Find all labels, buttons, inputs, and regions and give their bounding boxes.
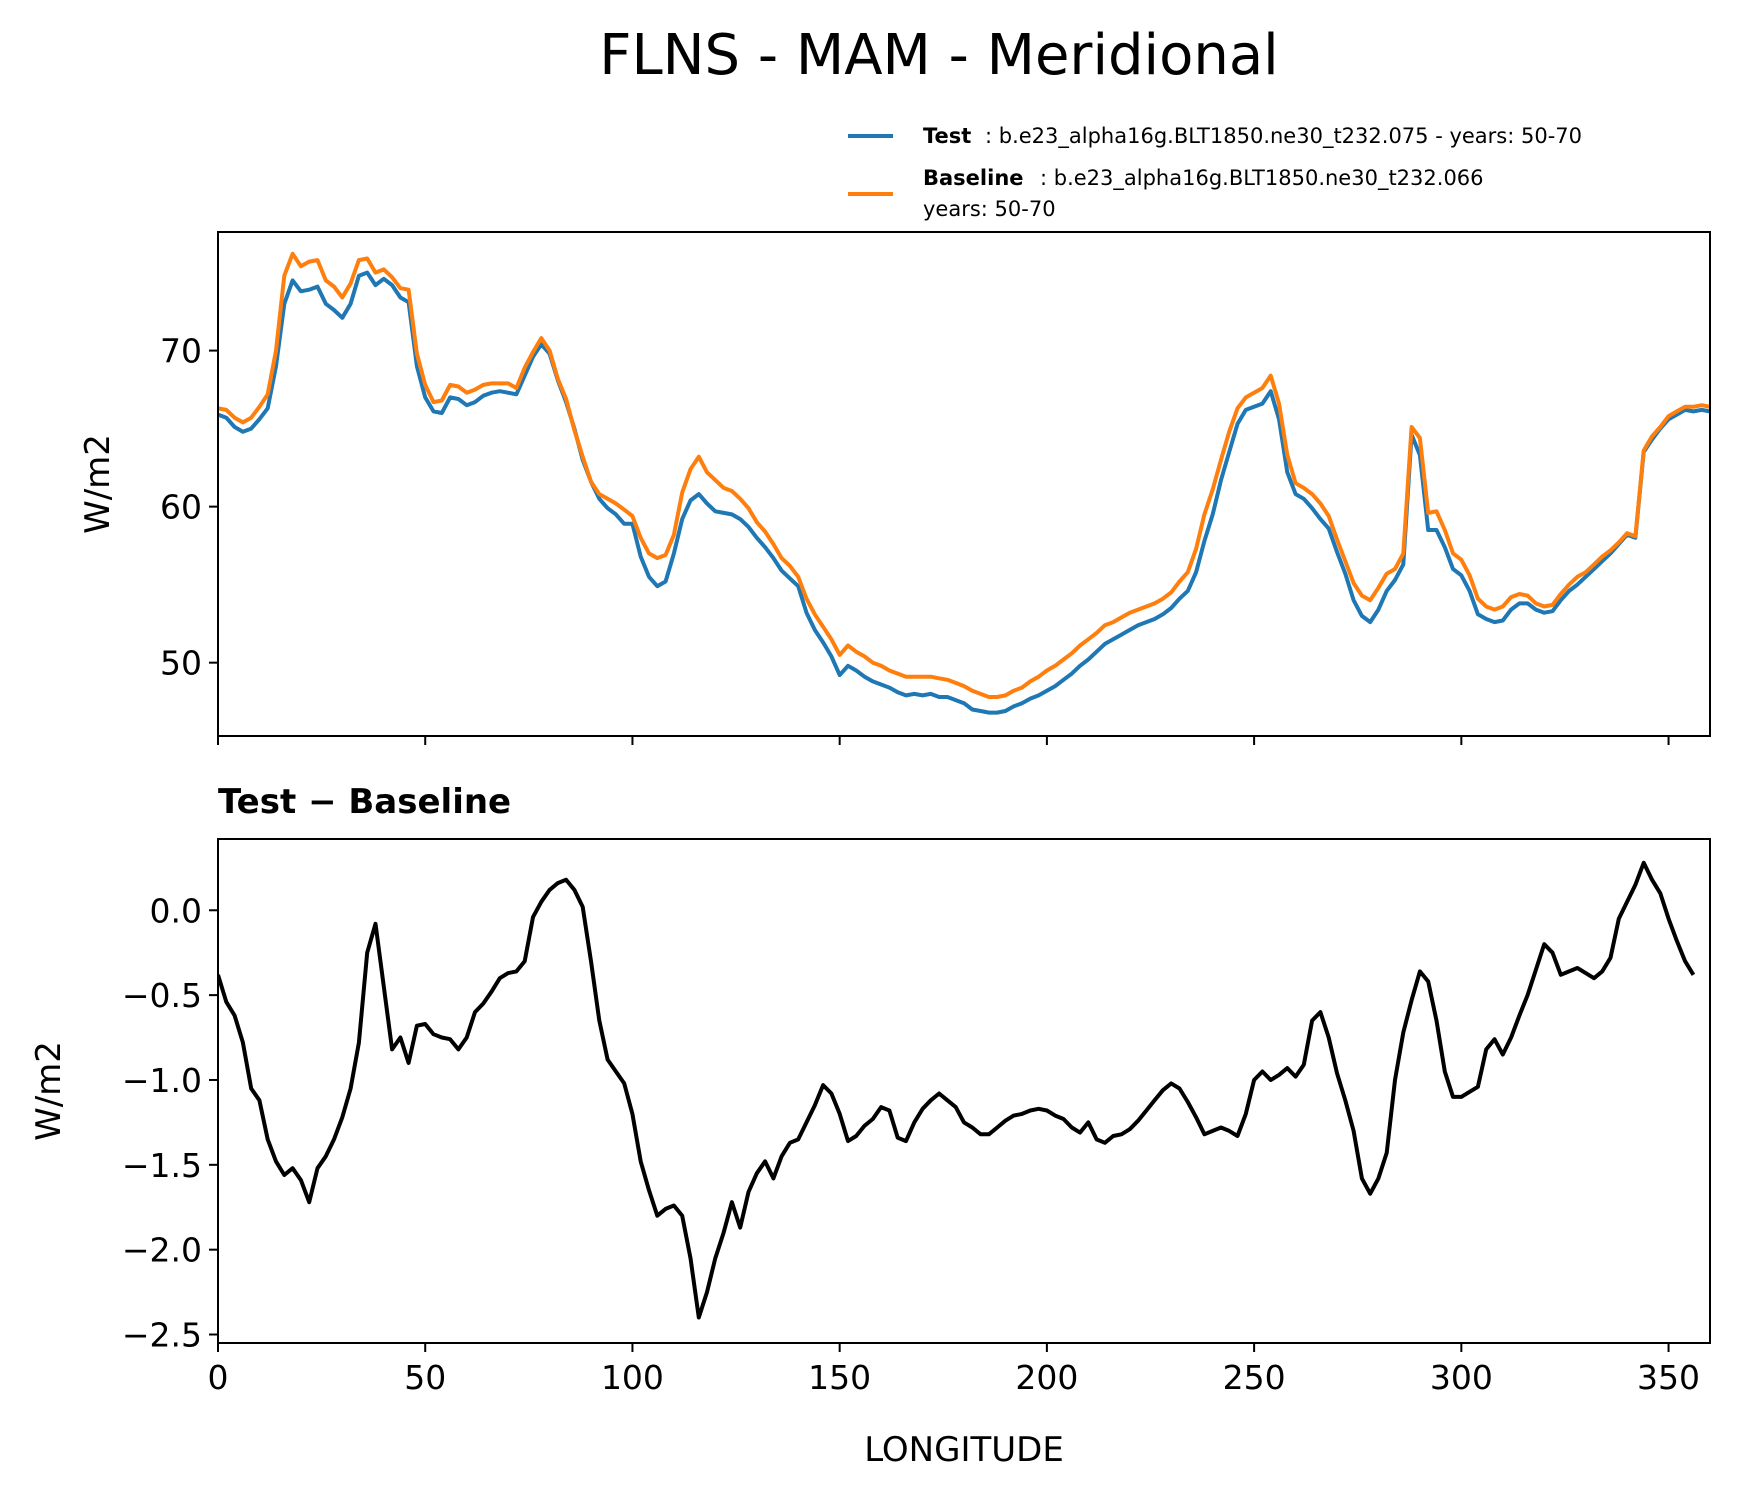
ytick-label: −1.0 bbox=[122, 1061, 202, 1100]
xtick-label: 300 bbox=[1430, 1358, 1493, 1397]
top-panel-frame bbox=[217, 231, 1711, 737]
diff-title: Test − Baseline bbox=[218, 782, 511, 822]
bottom-panel-frame bbox=[217, 838, 1711, 1344]
ytick-label: −2.5 bbox=[122, 1316, 202, 1355]
bottom-plot-lines bbox=[218, 860, 1696, 1320]
legend-test-text: : b.e23_alpha16g.BLT1850.ne30_t232.075 -… bbox=[985, 124, 1582, 149]
xtick-label: 200 bbox=[1015, 1358, 1078, 1397]
legend-baseline-key: Baseline bbox=[923, 166, 1024, 190]
ytick-label: −2.0 bbox=[122, 1231, 202, 1270]
xtick-label: 150 bbox=[808, 1358, 871, 1397]
legend-test-key: Test bbox=[923, 124, 971, 148]
bottom-panel: Test − Baseline 0.0 −0.5 −1.0 −1.5 −2.0 −2.50… bbox=[29, 782, 1711, 1470]
legend: Test : b.e23_alpha16g.BLT1850.ne30_t232.… bbox=[848, 124, 1582, 221]
xtick-label: 50 bbox=[404, 1358, 446, 1397]
ytick-label: 70 bbox=[160, 332, 202, 371]
figure-title: FLNS - MAM - Meridional bbox=[599, 23, 1279, 88]
ytick-label: 0.0 bbox=[150, 891, 202, 930]
top-panel: 50 60 70 W/m2 bbox=[78, 231, 1711, 745]
ytick-label: 50 bbox=[160, 644, 202, 683]
xtick-label: 250 bbox=[1223, 1358, 1286, 1397]
bottom-axis-ticks: 0.0 −0.5 −1.0 −1.5 −2.0 −2.50 50 100 150 200 250 30… bbox=[122, 891, 1700, 1397]
ytick-label: −1.5 bbox=[122, 1146, 202, 1185]
legend-baseline-text2: years: 50-70 bbox=[923, 197, 1056, 221]
bottom-ylabel: W/m2 bbox=[29, 1041, 69, 1141]
bottom-xlabel: LONGITUDE bbox=[864, 1430, 1064, 1470]
top-plot-lines bbox=[218, 251, 1710, 715]
test-series-line bbox=[218, 270, 1710, 715]
ytick-label: −0.5 bbox=[122, 976, 202, 1015]
ytick-label: 60 bbox=[160, 488, 202, 527]
top-axis-ticks: 50 60 70 bbox=[160, 332, 1670, 745]
xtick-label: 100 bbox=[601, 1358, 664, 1397]
xtick-label: 0 bbox=[208, 1358, 229, 1397]
baseline-series-line bbox=[218, 251, 1710, 699]
xtick-label: 350 bbox=[1637, 1358, 1700, 1397]
legend-baseline-text: : b.e23_alpha16g.BLT1850.ne30_t232.066 bbox=[1040, 166, 1484, 191]
diff-series-line bbox=[218, 860, 1696, 1320]
top-ylabel: W/m2 bbox=[78, 434, 118, 534]
